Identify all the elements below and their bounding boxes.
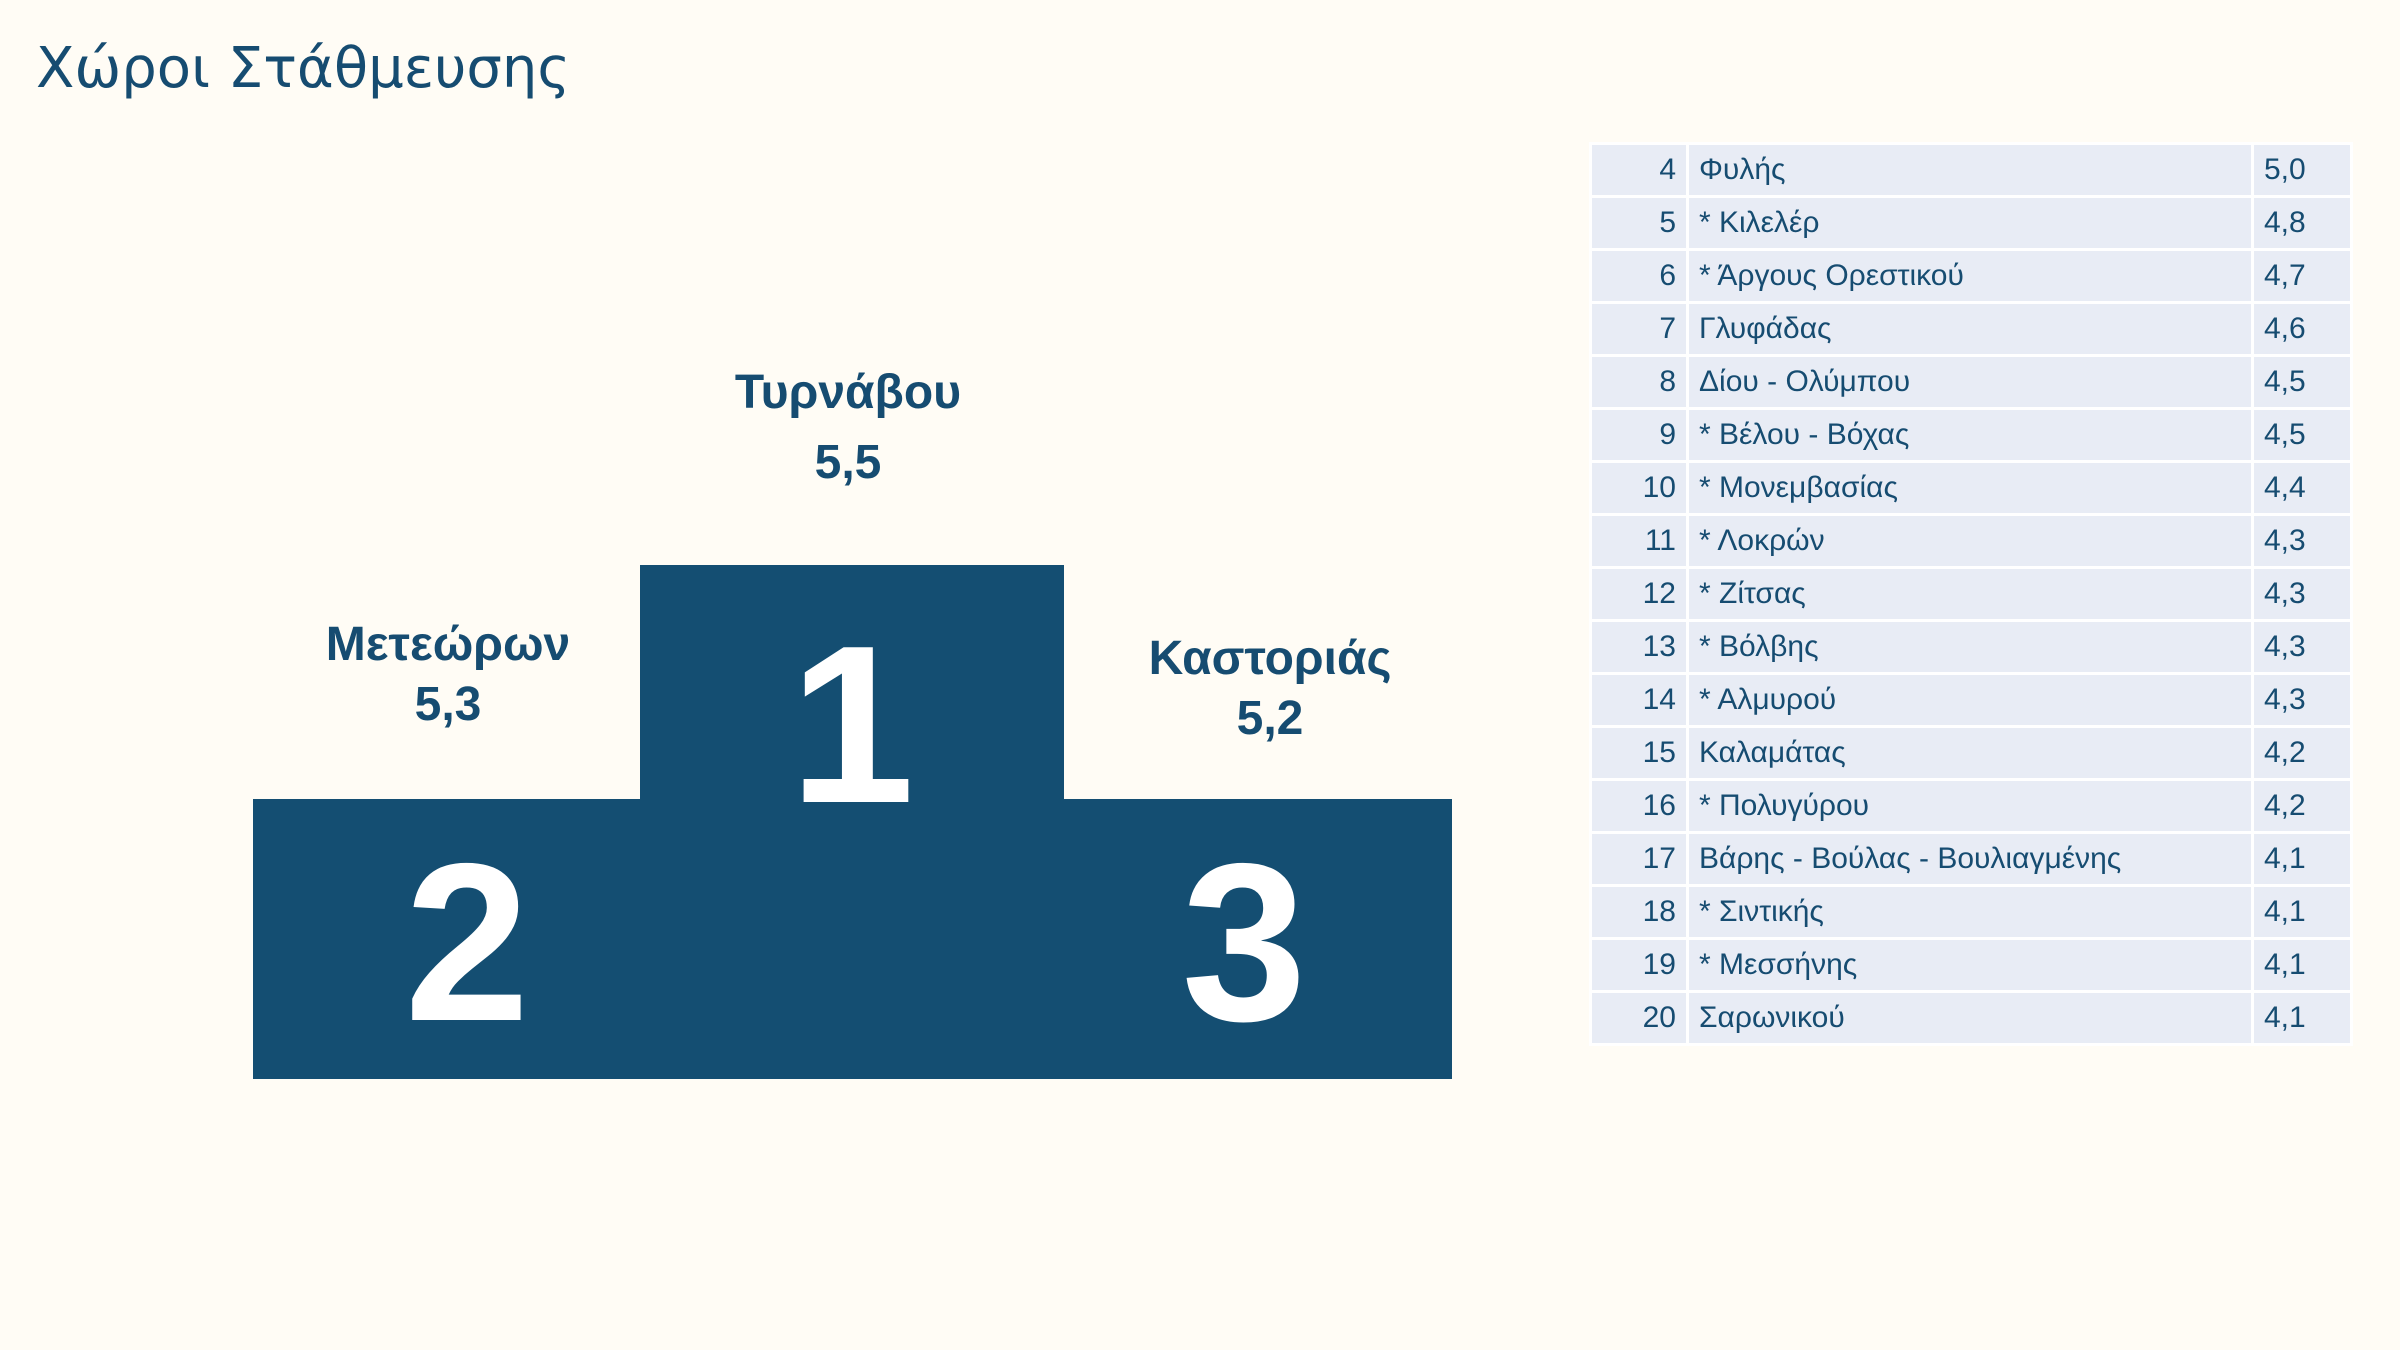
table-row: 11 * Λοκρών 4,3 xyxy=(1589,513,2353,569)
rank-cell: 6 xyxy=(1589,248,1689,304)
rank-cell: 13 xyxy=(1589,619,1689,675)
name-cell: Βάρης - Βούλας - Βουλιαγμένης xyxy=(1686,831,2254,887)
ranking-table: 4 Φυλής 5,0 5 * Κιλελέρ 4,8 6 * Άργους Ορεστικο… xyxy=(1589,142,2353,1046)
name-cell: * Βέλου - Βόχας xyxy=(1686,407,2254,463)
podium-label-second: Μετεώρων 5,3 xyxy=(326,615,570,735)
rank-cell: 18 xyxy=(1589,884,1689,940)
name-cell: * Βόλβης xyxy=(1686,619,2254,675)
podium-label-third: Καστοριάς 5,2 xyxy=(1149,629,1392,749)
podium-value-second: 5,3 xyxy=(414,678,482,731)
value-cell: 4,1 xyxy=(2251,831,2353,887)
rank-cell: 20 xyxy=(1589,990,1689,1046)
rank-cell: 11 xyxy=(1589,513,1689,569)
value-cell: 4,3 xyxy=(2251,619,2353,675)
name-cell: Φυλής xyxy=(1686,142,2254,198)
value-cell: 4,2 xyxy=(2251,778,2353,834)
value-cell: 4,1 xyxy=(2251,884,2353,940)
podium-name-first: Τυρνάβου xyxy=(734,366,962,419)
table-row: 13 * Βόλβης 4,3 xyxy=(1589,619,2353,675)
podium-label-first: Τυρνάβου 5,5 xyxy=(735,363,961,493)
table-row: 10 * Μονεμβασίας 4,4 xyxy=(1589,460,2353,516)
table-row: 20 Σαρωνικού 4,1 xyxy=(1589,990,2353,1046)
table-row: 4 Φυλής 5,0 xyxy=(1589,142,2353,198)
podium-block-first xyxy=(640,565,1064,1079)
value-cell: 4,3 xyxy=(2251,566,2353,622)
table-row: 15 Καλαμάτας 4,2 xyxy=(1589,725,2353,781)
name-cell: * Μεσσήνης xyxy=(1686,937,2254,993)
name-cell: * Λοκρών xyxy=(1686,513,2254,569)
table-row: 6 * Άργους Ορεστικού 4,7 xyxy=(1589,248,2353,304)
name-cell: * Μονεμβασίας xyxy=(1686,460,2254,516)
table-row: 12 * Ζίτσας 4,3 xyxy=(1589,566,2353,622)
rank-cell: 19 xyxy=(1589,937,1689,993)
podium-name-third: Καστοριάς xyxy=(1148,632,1392,685)
table-row: 9 * Βέλου - Βόχας 4,5 xyxy=(1589,407,2353,463)
page-title: Χώροι Στάθμευσης xyxy=(36,36,571,101)
podium-value-third: 5,2 xyxy=(1236,692,1304,745)
podium-rank-second: 2 xyxy=(404,816,530,1068)
rank-cell: 8 xyxy=(1589,354,1689,410)
name-cell: * Πολυγύρου xyxy=(1686,778,2254,834)
value-cell: 4,7 xyxy=(2251,248,2353,304)
name-cell: Γλυφάδας xyxy=(1686,301,2254,357)
podium-block-second xyxy=(253,799,643,1079)
value-cell: 4,1 xyxy=(2251,937,2353,993)
rank-cell: 12 xyxy=(1589,566,1689,622)
table-row: 5 * Κιλελέρ 4,8 xyxy=(1589,195,2353,251)
table-row: 8 Δίου - Ολύμπου 4,5 xyxy=(1589,354,2353,410)
name-cell: Καλαμάτας xyxy=(1686,725,2254,781)
table-row: 7 Γλυφάδας 4,6 xyxy=(1589,301,2353,357)
value-cell: 4,4 xyxy=(2251,460,2353,516)
table-row: 17 Βάρης - Βούλας - Βουλιαγμένης 4,1 xyxy=(1589,831,2353,887)
table-row: 19 * Μεσσήνης 4,1 xyxy=(1589,937,2353,993)
rank-cell: 5 xyxy=(1589,195,1689,251)
name-cell: * Άργους Ορεστικού xyxy=(1686,248,2254,304)
value-cell: 4,2 xyxy=(2251,725,2353,781)
value-cell: 4,6 xyxy=(2251,301,2353,357)
value-cell: 4,5 xyxy=(2251,354,2353,410)
name-cell: Σαρωνικού xyxy=(1686,990,2254,1046)
name-cell: * Ζίτσας xyxy=(1686,566,2254,622)
rank-cell: 9 xyxy=(1589,407,1689,463)
podium-block-third xyxy=(1062,799,1452,1079)
rank-cell: 4 xyxy=(1589,142,1689,198)
value-cell: 4,1 xyxy=(2251,990,2353,1046)
rank-cell: 15 xyxy=(1589,725,1689,781)
rank-cell: 7 xyxy=(1589,301,1689,357)
name-cell: * Αλμυρού xyxy=(1686,672,2254,728)
rank-cell: 16 xyxy=(1589,778,1689,834)
name-cell: * Σιντικής xyxy=(1686,884,2254,940)
rank-cell: 17 xyxy=(1589,831,1689,887)
podium-name-second: Μετεώρων xyxy=(325,618,571,671)
rank-cell: 10 xyxy=(1589,460,1689,516)
table-row: 14 * Αλμυρού 4,3 xyxy=(1589,672,2353,728)
rank-cell: 14 xyxy=(1589,672,1689,728)
table-row: 18 * Σιντικής 4,1 xyxy=(1589,884,2353,940)
name-cell: Δίου - Ολύμπου xyxy=(1686,354,2254,410)
value-cell: 4,5 xyxy=(2251,407,2353,463)
podium-value-first: 5,5 xyxy=(814,436,882,489)
table-row: 16 * Πολυγύρου 4,2 xyxy=(1589,778,2353,834)
podium-rank-first: 1 xyxy=(789,598,915,850)
value-cell: 4,8 xyxy=(2251,195,2353,251)
name-cell: * Κιλελέρ xyxy=(1686,195,2254,251)
value-cell: 4,3 xyxy=(2251,672,2353,728)
value-cell: 4,3 xyxy=(2251,513,2353,569)
podium-rank-third: 3 xyxy=(1181,816,1307,1068)
value-cell: 5,0 xyxy=(2251,142,2353,198)
